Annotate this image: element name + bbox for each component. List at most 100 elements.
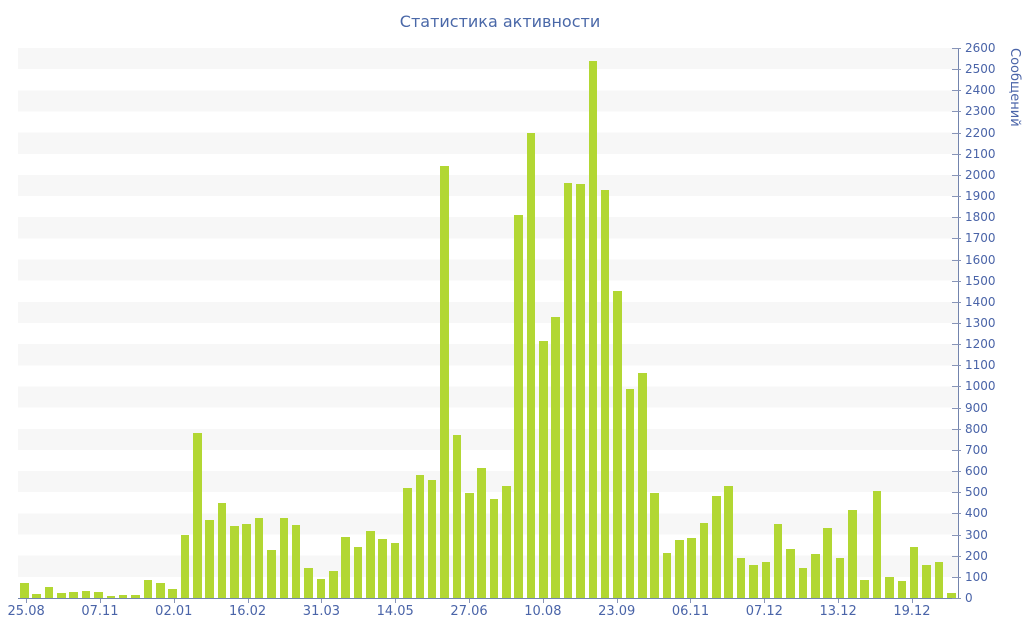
- bar[interactable]: [934, 562, 944, 598]
- y-tick-mark: [952, 280, 961, 282]
- bar[interactable]: [242, 523, 252, 598]
- bar[interactable]: [118, 594, 128, 598]
- bar[interactable]: [724, 485, 734, 598]
- bar[interactable]: [761, 562, 771, 598]
- bar[interactable]: [712, 496, 721, 598]
- bar[interactable]: [514, 215, 523, 598]
- y-tick-mark: [952, 69, 961, 71]
- bar[interactable]: [860, 580, 869, 598]
- y-tick-mark: [952, 153, 961, 155]
- y-tick-label: 1100: [965, 358, 996, 373]
- bar[interactable]: [489, 498, 499, 598]
- bar[interactable]: [798, 568, 808, 598]
- y-tick-mark: [952, 534, 961, 536]
- bar[interactable]: [909, 547, 919, 598]
- bar[interactable]: [946, 592, 956, 598]
- bar[interactable]: [205, 519, 214, 598]
- bar[interactable]: [699, 522, 709, 598]
- y-tick-label: 1400: [965, 294, 996, 309]
- bar[interactable]: [637, 372, 647, 598]
- bar[interactable]: [415, 475, 425, 598]
- bar[interactable]: [32, 593, 41, 598]
- bar[interactable]: [81, 590, 91, 598]
- bar[interactable]: [576, 184, 585, 598]
- bar[interactable]: [230, 526, 239, 598]
- bar[interactable]: [922, 565, 931, 598]
- bar[interactable]: [452, 435, 462, 598]
- x-tick-mark: [395, 599, 397, 603]
- bar[interactable]: [254, 517, 264, 598]
- bar[interactable]: [823, 528, 832, 598]
- bar[interactable]: [366, 531, 375, 598]
- bar[interactable]: [106, 595, 116, 598]
- bar[interactable]: [143, 580, 153, 598]
- x-tick-mark: [173, 599, 175, 603]
- y-tick-mark: [952, 344, 961, 346]
- bar[interactable]: [477, 467, 486, 598]
- bar[interactable]: [736, 557, 746, 598]
- bar[interactable]: [502, 485, 511, 598]
- y-tick-label: 1200: [965, 337, 996, 352]
- bar[interactable]: [662, 552, 672, 598]
- x-axis: 25.08 07.11 02.01 16.02 31.03 14.05 27.06 10.08…: [8, 599, 958, 623]
- y-tick-label: 800: [965, 421, 988, 436]
- bar[interactable]: [464, 493, 474, 598]
- bar[interactable]: [835, 557, 845, 598]
- y-tick-label: 900: [965, 400, 988, 415]
- bar[interactable]: [20, 583, 29, 598]
- bar[interactable]: [279, 517, 289, 598]
- x-tick-label: 02.01: [155, 604, 193, 619]
- bar[interactable]: [613, 291, 622, 598]
- bar[interactable]: [539, 340, 548, 598]
- bar[interactable]: [131, 595, 140, 598]
- bar[interactable]: [193, 433, 202, 598]
- bar[interactable]: [526, 132, 536, 598]
- x-tick-label: 07.11: [81, 604, 119, 619]
- bar[interactable]: [57, 592, 66, 598]
- bar[interactable]: [217, 502, 227, 598]
- y-tick-label: 2000: [965, 167, 996, 182]
- bar[interactable]: [403, 488, 412, 598]
- bar[interactable]: [675, 539, 684, 598]
- bar[interactable]: [588, 60, 598, 598]
- y-tick-mark: [952, 259, 961, 261]
- x-tick-mark: [469, 599, 471, 603]
- bar[interactable]: [440, 166, 449, 598]
- y-tick-mark: [952, 555, 961, 557]
- bar[interactable]: [811, 553, 820, 598]
- bar[interactable]: [328, 570, 338, 598]
- bar[interactable]: [168, 589, 177, 598]
- bar[interactable]: [304, 568, 313, 598]
- bar[interactable]: [94, 591, 103, 598]
- y-tick-label: 2200: [965, 125, 996, 140]
- bar[interactable]: [180, 534, 190, 598]
- bar[interactable]: [872, 491, 882, 598]
- bar[interactable]: [69, 591, 78, 598]
- bar[interactable]: [267, 550, 276, 598]
- bar[interactable]: [316, 578, 326, 598]
- bar[interactable]: [44, 587, 54, 598]
- bar[interactable]: [897, 581, 907, 598]
- bar[interactable]: [848, 510, 857, 598]
- bar[interactable]: [885, 576, 894, 598]
- y-tick-mark: [952, 196, 961, 198]
- bar[interactable]: [786, 549, 795, 598]
- bar[interactable]: [291, 525, 301, 598]
- x-tick-mark: [321, 599, 323, 603]
- bar[interactable]: [427, 479, 437, 598]
- bar[interactable]: [563, 183, 573, 598]
- y-tick-mark: [952, 598, 961, 599]
- bar[interactable]: [749, 565, 758, 598]
- bar[interactable]: [353, 547, 363, 598]
- bar[interactable]: [773, 523, 783, 598]
- bar[interactable]: [378, 538, 387, 598]
- bar[interactable]: [341, 536, 350, 598]
- chart-plot-area: [18, 48, 959, 599]
- bar[interactable]: [600, 189, 610, 598]
- bar[interactable]: [390, 543, 400, 598]
- bar[interactable]: [551, 316, 561, 598]
- bar[interactable]: [155, 582, 165, 598]
- bar[interactable]: [625, 388, 635, 598]
- bar[interactable]: [650, 493, 659, 598]
- bar[interactable]: [687, 537, 696, 598]
